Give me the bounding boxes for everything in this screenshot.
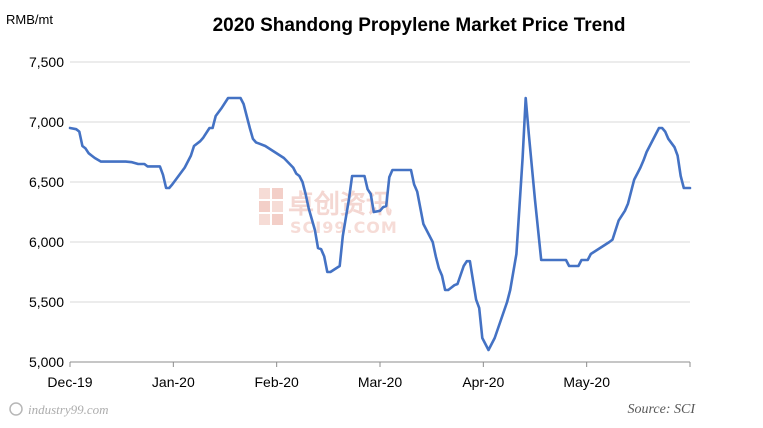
grid-lines — [70, 61, 690, 303]
watermark-brand-text: 卓创资讯 — [288, 190, 392, 220]
y-tick-label: 7,500 — [29, 54, 64, 70]
y-axis-unit-label: RMB/mt — [6, 12, 53, 27]
footer-watermark-text: industry99.com — [28, 402, 109, 417]
y-tick-label: 7,000 — [29, 114, 64, 130]
x-tick-label: Dec-19 — [47, 374, 92, 390]
footer-watermark-icon — [9, 402, 23, 416]
y-axis-ticks: 5,000 5,500 6,000 6,500 7,000 7,500 — [29, 54, 64, 370]
y-tick-label: 6,500 — [29, 174, 64, 190]
source-label: Source: SCI — [627, 402, 696, 417]
series-group — [68, 96, 692, 352]
x-tick-label: Mar-20 — [358, 374, 403, 390]
footer-watermark: industry99.com — [9, 402, 109, 417]
x-tick-label: May-20 — [563, 374, 610, 390]
y-tick-label: 5,000 — [29, 354, 64, 370]
y-tick-label: 5,500 — [29, 294, 64, 310]
watermark-logo-icon — [259, 188, 283, 225]
x-tick-label: Apr-20 — [462, 374, 504, 390]
x-tick-label: Feb-20 — [254, 374, 299, 390]
y-tick-label: 6,000 — [29, 234, 64, 250]
x-axis-ticks: Dec-19 Jan-20 Feb-20 Mar-20 Apr-20 May-20 — [47, 362, 691, 390]
price-series-line — [68, 96, 692, 352]
chart-title: 2020 Shandong Propylene Market Price Tre… — [213, 15, 626, 36]
x-tick-label: Jan-20 — [152, 374, 195, 390]
